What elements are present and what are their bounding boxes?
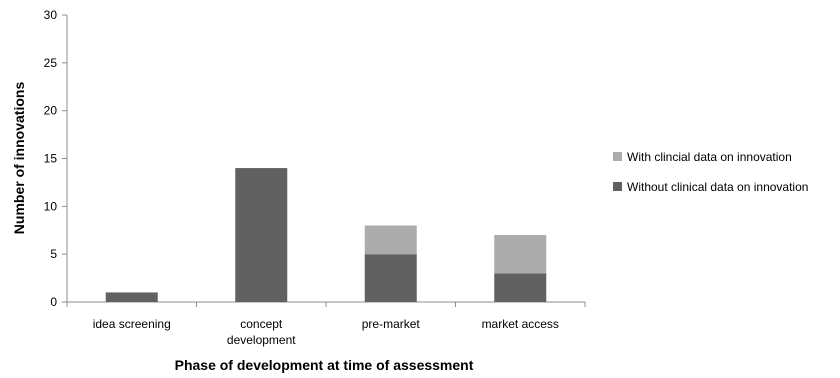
legend-label: With clincial data on innovation: [627, 150, 792, 164]
bar-segment-with-clinical-data: [364, 225, 417, 255]
y-tick-label: 25: [44, 56, 58, 70]
bar-segment-without-clinical-data: [494, 273, 547, 302]
bar-segment-with-clinical-data: [494, 235, 547, 274]
y-tick-label: 0: [50, 295, 57, 309]
legend: With clincial data on innovation Without …: [613, 150, 808, 194]
x-tick-label: concept: [240, 317, 283, 331]
y-tick-label: 15: [44, 152, 58, 166]
legend-swatch: [613, 152, 622, 161]
x-tick-label: idea screening: [93, 317, 171, 331]
x-tick-label: market access: [482, 317, 559, 331]
plot-area: 0 5 10 15 20 25 30 idea screening concept develop…: [44, 8, 586, 347]
bar-segment-without-clinical-data: [235, 168, 288, 302]
y-axis-title: Number of innovations: [11, 82, 27, 235]
bar-segment-without-clinical-data: [105, 292, 158, 302]
y-tick-label: 5: [50, 247, 57, 261]
legend-label: Without clinical data on innovation: [627, 180, 808, 194]
x-tick-label: pre-market: [362, 317, 421, 331]
y-tick-label: 10: [44, 199, 58, 213]
legend-swatch: [613, 182, 622, 191]
x-tick-label: development: [227, 333, 296, 347]
y-tick-label: 30: [44, 8, 58, 22]
x-axis-title: Phase of development at time of assessme…: [175, 357, 474, 373]
bar-segment-without-clinical-data: [364, 254, 417, 302]
y-tick-label: 20: [44, 104, 58, 118]
